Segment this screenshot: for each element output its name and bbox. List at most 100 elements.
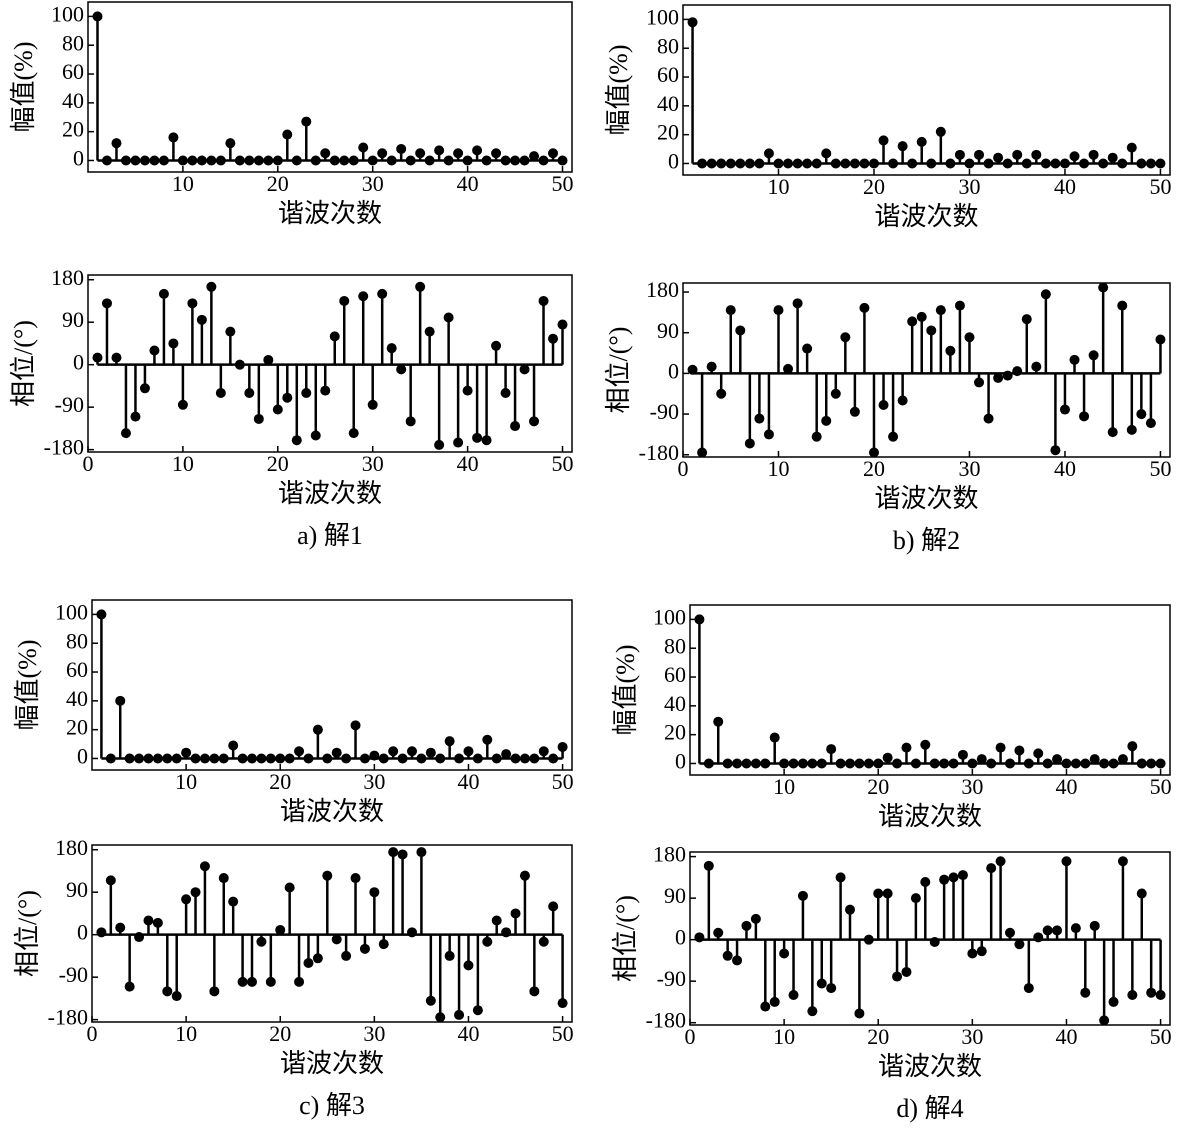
y-tick-label: 90 (657, 318, 679, 343)
stem-marker (1012, 366, 1023, 377)
stem-marker (807, 1006, 818, 1017)
stem-marker (835, 758, 846, 769)
x-tick-label: 30 (363, 769, 385, 794)
stem-marker (237, 753, 248, 764)
stem-marker (939, 758, 950, 769)
x-tick-label: 30 (961, 1024, 983, 1049)
stem-marker (92, 11, 103, 22)
stem-marker (821, 415, 832, 426)
stem-marker (878, 135, 889, 146)
y-tick-label: 60 (664, 662, 686, 687)
stem-marker (329, 331, 340, 342)
stem-marker (878, 400, 889, 411)
stem-marker (811, 158, 822, 169)
stem-marker (416, 847, 427, 858)
stem-marker (802, 158, 813, 169)
stem-marker (826, 744, 837, 755)
stem-marker (1023, 983, 1034, 994)
y-tick-label: 100 (51, 1, 84, 26)
stem-marker (101, 298, 112, 309)
stem-marker (263, 155, 274, 166)
stem-marker (443, 155, 454, 166)
stem-marker (716, 388, 727, 399)
stem-marker (158, 288, 169, 299)
stem-marker (811, 431, 822, 442)
stem-marker (935, 126, 946, 137)
stem-marker (1050, 158, 1061, 169)
stem-marker (320, 385, 331, 396)
stem-marker (929, 936, 940, 947)
stem-marker (750, 758, 761, 769)
stem-marker (519, 753, 530, 764)
stem-marker (96, 609, 107, 620)
y-tick-label: 40 (657, 91, 679, 116)
stem-marker (1031, 149, 1042, 160)
stem-marker (1126, 424, 1137, 435)
stem-marker (901, 966, 912, 977)
stem-marker (901, 742, 912, 753)
x-axis-label: 谐波次数 (874, 484, 978, 513)
stem-marker (272, 404, 283, 415)
stem-marker (939, 874, 950, 885)
stem-marker (143, 915, 154, 926)
stem-marker (369, 887, 380, 898)
stem-marker (519, 155, 530, 166)
stem-marker (1155, 990, 1166, 1001)
stem-marker (472, 753, 483, 764)
stem-marker (1136, 158, 1147, 169)
stem-marker (954, 149, 965, 160)
stem-marker (835, 872, 846, 883)
stem-marker (501, 927, 512, 938)
stem-marker (415, 148, 426, 159)
stem-marker (405, 155, 416, 166)
stem-marker (462, 155, 473, 166)
x-tick-label: 50 (1150, 774, 1172, 799)
stem-marker (713, 927, 724, 938)
plot-frame (689, 604, 1171, 776)
stem-marker (868, 447, 879, 458)
stem-marker (910, 893, 921, 904)
stem-marker (713, 716, 724, 727)
stem-marker (1155, 158, 1166, 169)
stem-marker (1014, 939, 1025, 950)
stem-marker (105, 753, 116, 764)
stem-marker (168, 132, 179, 143)
stem-marker (96, 927, 107, 938)
stem-marker (910, 758, 921, 769)
stem-marker (149, 155, 160, 166)
stem-marker (386, 155, 397, 166)
y-tick-label: 90 (62, 307, 84, 332)
stem-marker (491, 753, 502, 764)
stem-marker (773, 158, 784, 169)
stem-marker (964, 158, 975, 169)
stem-marker (797, 758, 808, 769)
stem-marker (247, 753, 257, 764)
stem-marker (171, 991, 182, 1002)
y-axis-label: 相位/(°) (13, 890, 42, 977)
stem-marker (396, 364, 407, 375)
stem-marker (1061, 856, 1072, 867)
stem-marker (92, 352, 103, 363)
stem-marker (826, 983, 837, 994)
stem-marker (868, 158, 879, 169)
x-tick-label: 30 (958, 456, 980, 481)
plot-frame (91, 844, 573, 1023)
y-tick-label: 80 (62, 30, 84, 55)
stem-marker (1033, 748, 1044, 759)
stem-marker (725, 305, 736, 316)
y-tick-label: 0 (73, 146, 84, 171)
x-tick-label: 10 (175, 1021, 197, 1046)
y-tick-label: 60 (657, 62, 679, 87)
stem-marker (424, 326, 435, 337)
x-tick-label: 40 (1054, 456, 1076, 481)
stem-marker (1031, 361, 1042, 372)
stem-marker (703, 758, 714, 769)
stem-marker (1099, 1015, 1110, 1026)
stem-marker (557, 319, 568, 330)
x-axis-label: 谐波次数 (278, 479, 382, 508)
stem-marker (209, 986, 220, 997)
stem-marker (687, 17, 698, 28)
subplot: 0 20 40 60 80 100 10 20 30 40 50 幅值(%) 谐波次数 (604, 4, 1171, 231)
stem-marker (706, 158, 717, 169)
stem-marker (139, 155, 150, 166)
